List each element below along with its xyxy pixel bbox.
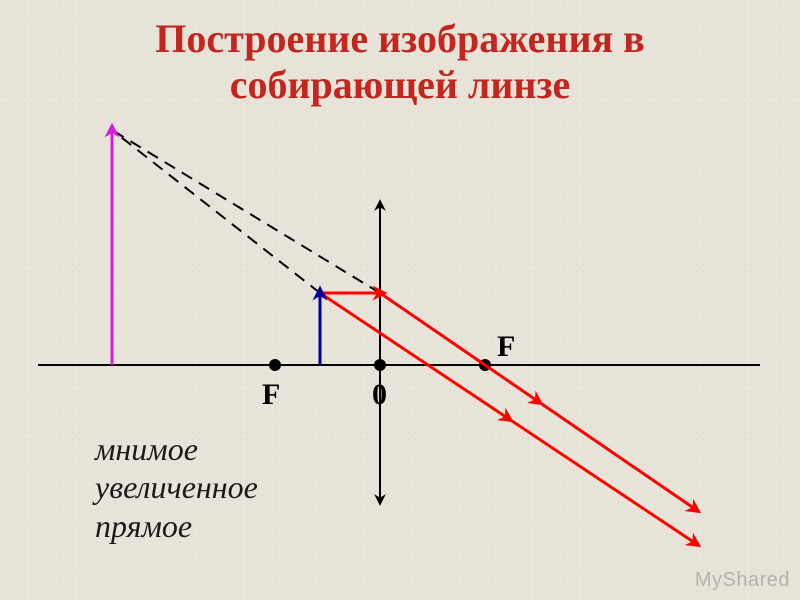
center-dot (374, 359, 386, 371)
watermark: MyShared (695, 569, 790, 592)
caption-line-3: прямое (95, 507, 258, 545)
ray2-b (508, 418, 696, 543)
caption-line-2: увеличенное (95, 468, 258, 506)
focus-left-dot (269, 359, 281, 371)
ray-extension-2 (112, 130, 320, 293)
label-f-right: F (497, 330, 515, 364)
label-zero: 0 (372, 378, 387, 412)
caption-line-1: мнимое (95, 430, 258, 468)
ray-extension-1 (112, 130, 380, 293)
ray2-a (320, 293, 508, 418)
label-f-left: F (262, 378, 280, 412)
image-properties-caption: мнимое увеличенное прямое (95, 430, 258, 545)
